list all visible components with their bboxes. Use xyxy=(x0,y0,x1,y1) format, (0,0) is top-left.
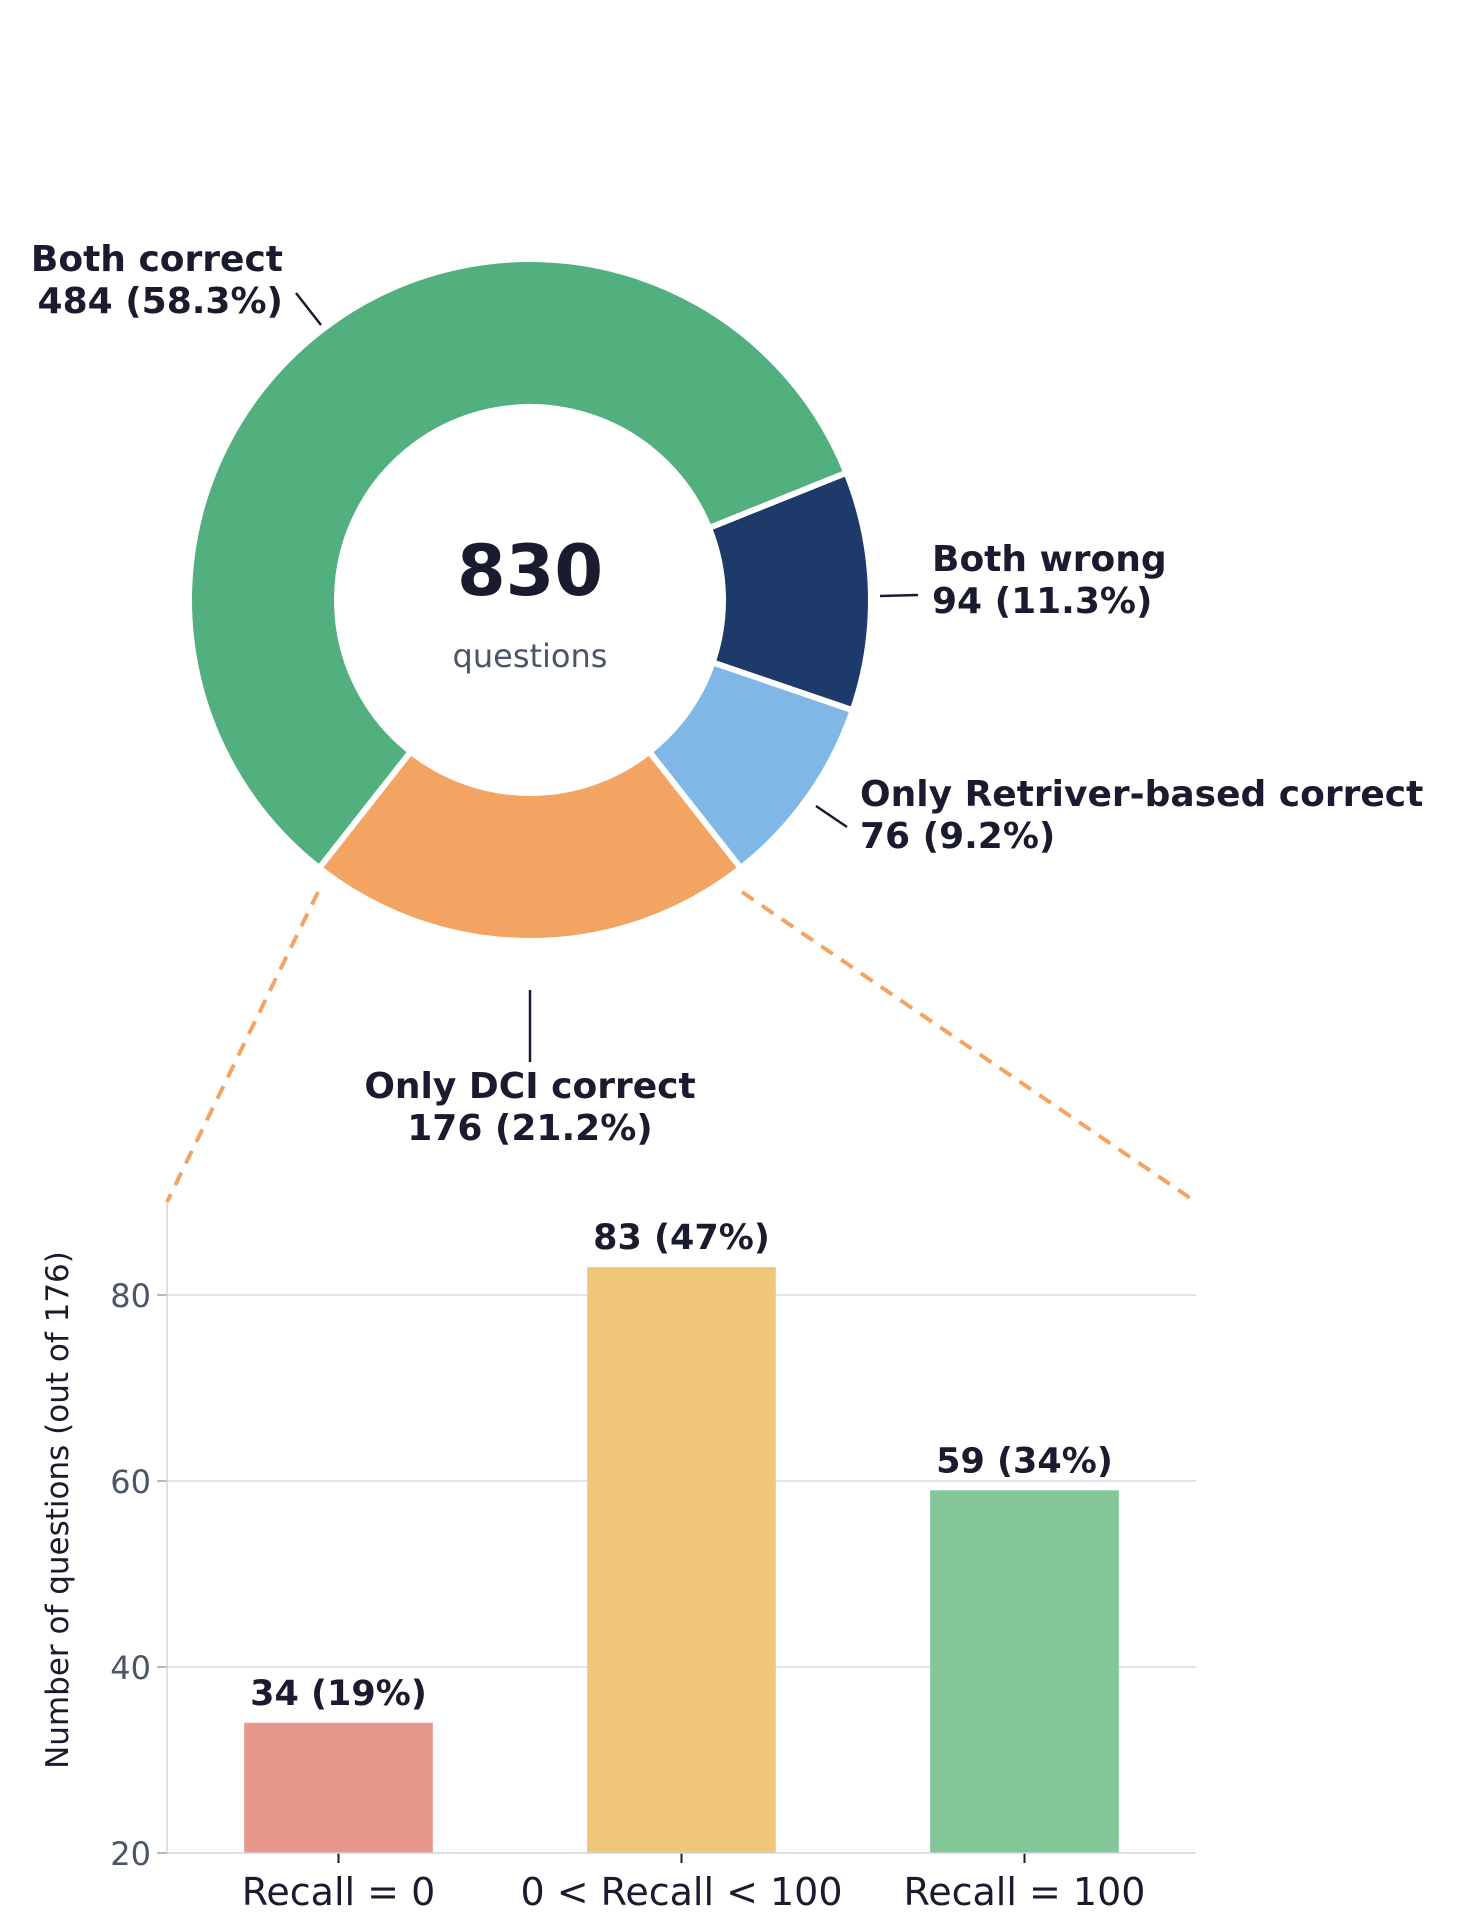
donut-slice-only-dci-correct xyxy=(315,747,745,944)
slice-value-label: 176 (21.2%) xyxy=(407,1108,652,1149)
slice-name-label: Both correct xyxy=(31,239,283,280)
y-axis-label: Number of questions (out of 176) xyxy=(40,1251,76,1769)
bar-value-label: 34 (19%) xyxy=(250,1674,427,1714)
slice-leader-line xyxy=(815,804,848,829)
bar-2 xyxy=(587,1267,776,1853)
x-tick-label: Recall = 100 xyxy=(904,1870,1146,1914)
zoom-connector-left xyxy=(165,891,320,1203)
donut-slice-both-correct xyxy=(186,256,851,873)
slice-value-label: 76 (9.2%) xyxy=(860,816,1055,857)
slice-name-label: Both wrong xyxy=(932,539,1167,580)
bar-3 xyxy=(930,1490,1119,1853)
x-tick-label: Recall = 0 xyxy=(242,1870,436,1914)
y-tick-label: 20 xyxy=(110,1835,151,1873)
y-tick-label: 40 xyxy=(110,1649,151,1687)
bar-value-label: 59 (34%) xyxy=(936,1441,1113,1481)
zoom-connector-right xyxy=(740,890,1198,1204)
bar-1 xyxy=(244,1722,433,1853)
donut-chart xyxy=(186,256,874,944)
bar-value-label: 83 (47%) xyxy=(593,1218,770,1258)
slice-value-label: 94 (11.3%) xyxy=(932,581,1152,622)
center-caption: questions xyxy=(453,637,608,675)
bar-chart: 34 (19%) Recall = 0 83 (47%) 0 < Recall < 1… xyxy=(242,1218,1146,1914)
slice-name-label: Only DCI correct xyxy=(364,1066,695,1107)
y-tick-label: 80 xyxy=(110,1277,151,1315)
slice-leader-line xyxy=(879,593,919,598)
y-tick-label: 60 xyxy=(110,1463,151,1501)
slice-name-label: Only Retriver-based correct xyxy=(860,774,1423,815)
slice-leader-line xyxy=(295,292,322,326)
slice-value-label: 484 (58.3%) xyxy=(38,281,283,322)
center-total-value: 830 xyxy=(457,530,603,612)
x-tick-label: 0 < Recall < 100 xyxy=(520,1870,842,1914)
